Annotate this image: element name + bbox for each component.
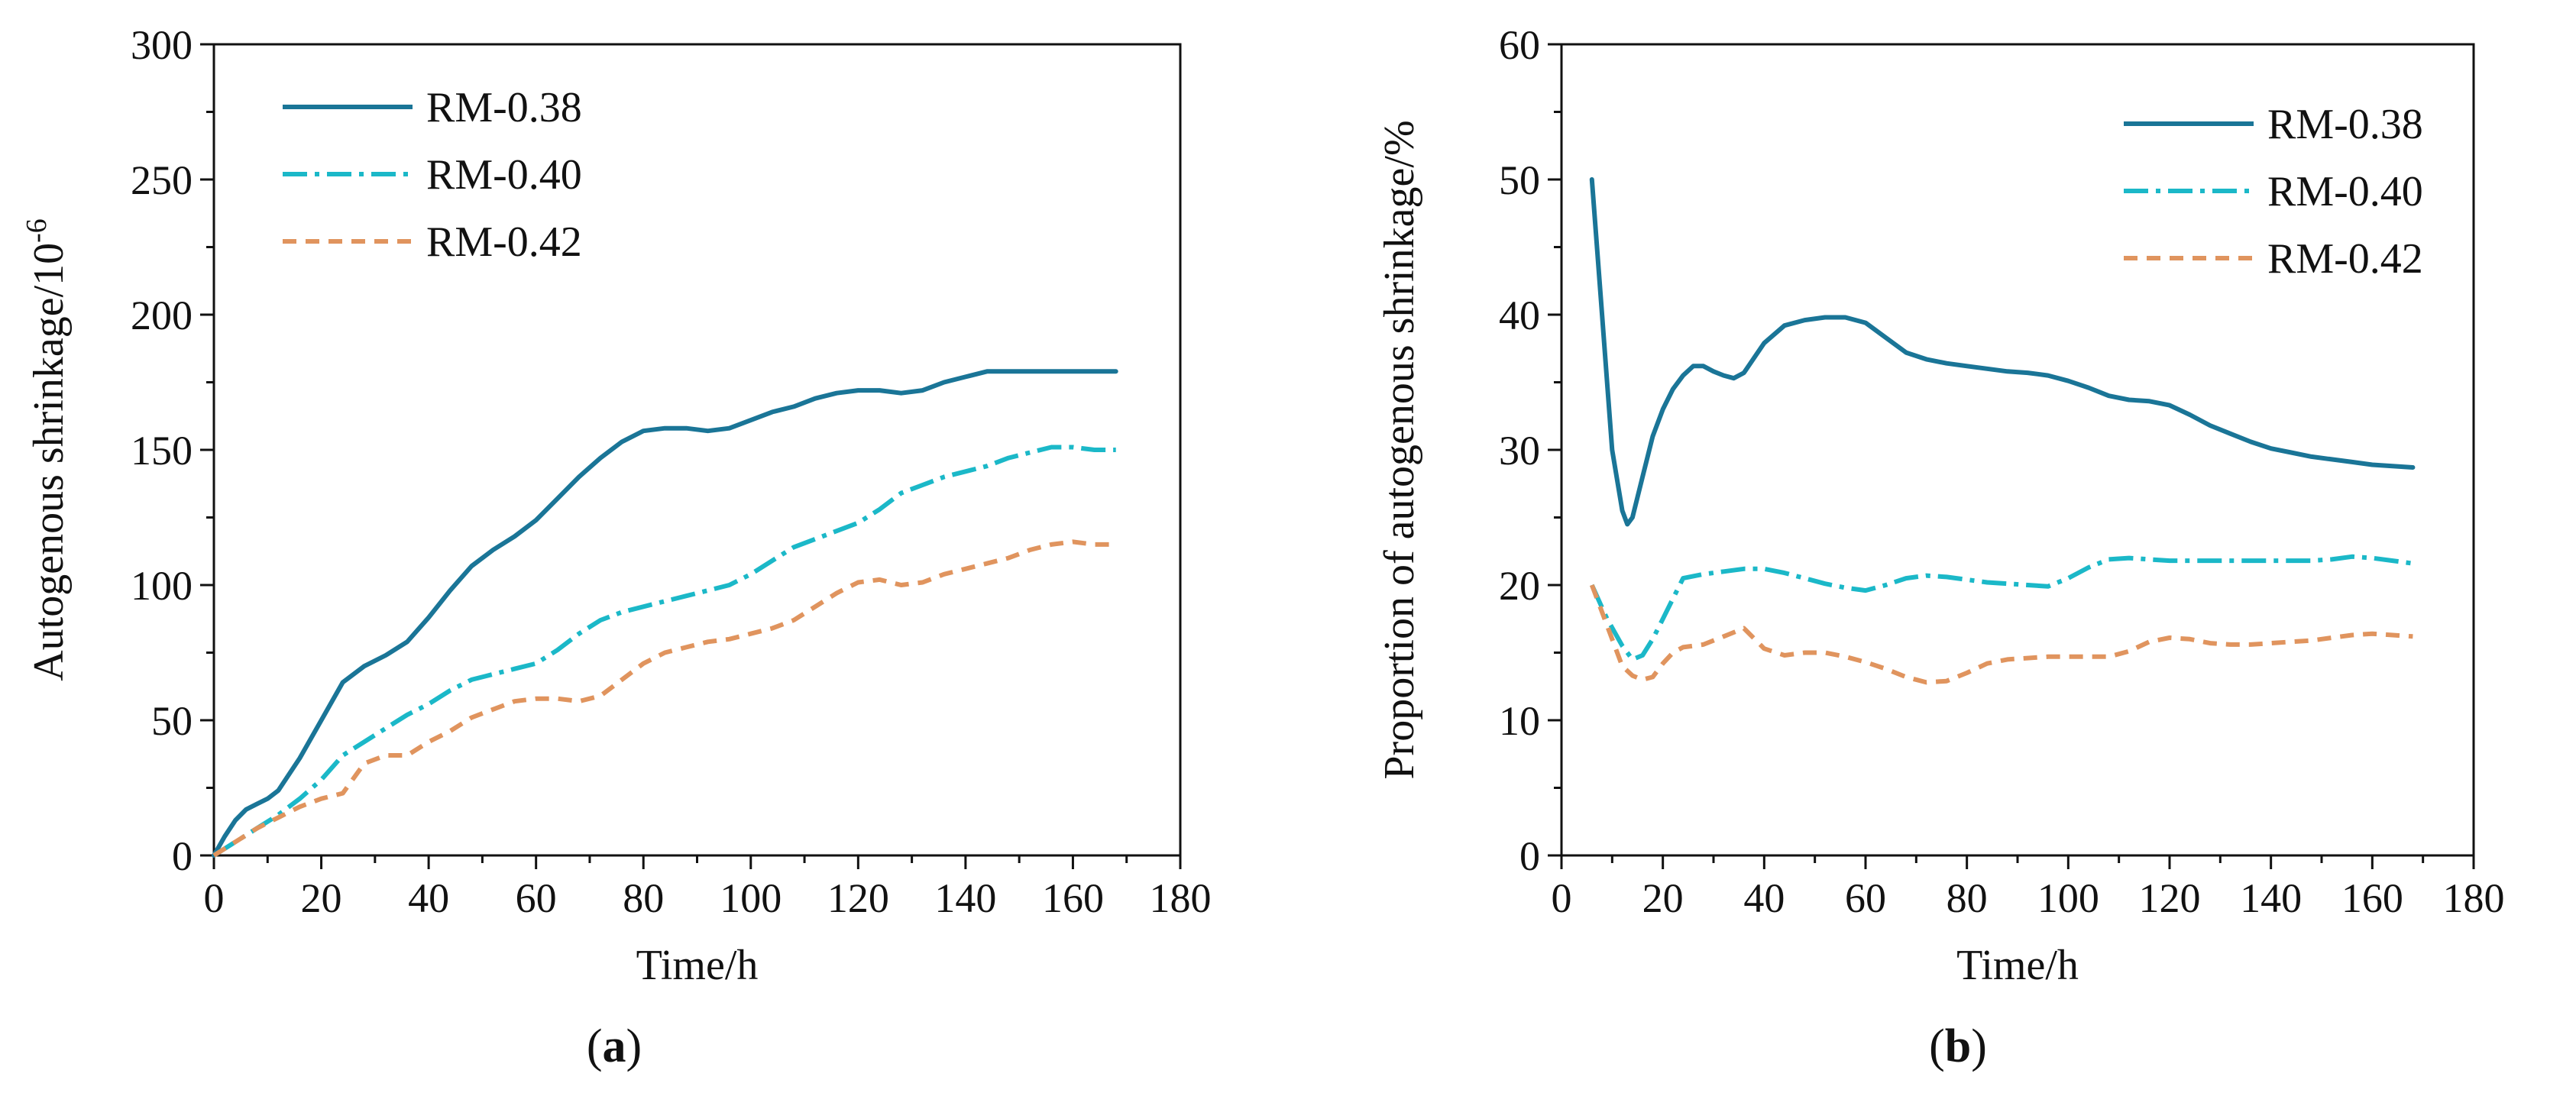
y-tick-label: 20 [1499, 563, 1540, 609]
y-tick-label: 10 [1499, 698, 1540, 744]
panel-a-autogenous-shrinkage-chart: 0 20 40 60 80 100 120 140 160 180 0 50 100 150 200 250 3… [21, 22, 1212, 1072]
legend-label: RM-0.40 [2267, 168, 2423, 215]
y-tick-label: 60 [1499, 22, 1540, 68]
x-tick-label: 20 [1642, 875, 1684, 921]
y-tick-label: 200 [131, 293, 193, 338]
panel-b-proportion-chart: 0 20 40 60 80 100 120 140 160 180 0 10 20 30 40 50 60 Tim… [1376, 22, 2505, 1072]
panel-label-letter: a [603, 1020, 626, 1072]
y-axis-title-group: Autogenous shrinkage/10-6 [21, 218, 73, 681]
y-axis-title-superscript: -6 [21, 218, 53, 243]
legend-label: RM-0.42 [426, 218, 582, 266]
y-tick-label: 100 [131, 563, 193, 609]
x-tick-label: 140 [934, 875, 996, 921]
y-tick-label: 50 [151, 698, 193, 744]
x-tick-label: 100 [2037, 875, 2099, 921]
y-tick-label: 250 [131, 157, 193, 203]
y-tick-label: 0 [172, 833, 193, 879]
panel-label-close-paren: ) [1971, 1020, 1987, 1072]
y-tick-label: 300 [131, 22, 193, 68]
x-tick-label: 40 [408, 875, 449, 921]
plot-frame [1560, 43, 2475, 857]
legend-label: RM-0.38 [2267, 101, 2423, 148]
x-tick-label: 100 [720, 875, 782, 921]
y-tick-label: 50 [1499, 157, 1540, 203]
x-axis-title: Time/h [1956, 942, 2079, 989]
y-tick-label: 150 [131, 428, 193, 474]
x-tick-label: 120 [827, 875, 889, 921]
x-tick-label: 180 [2443, 875, 2505, 921]
x-tick-label: 60 [516, 875, 557, 921]
x-tick-label: 60 [1845, 875, 1886, 921]
x-axis-title: Time/h [636, 942, 759, 989]
series-line-rm-0-42 [1589, 584, 2413, 685]
legend-label: RM-0.42 [2267, 235, 2423, 283]
y-tick-label: 30 [1499, 428, 1540, 474]
series-line-rm-0-38 [1589, 177, 2416, 527]
x-tick-label: 0 [204, 875, 225, 921]
y-axis-title-text: Autogenous shrinkage/10 [25, 243, 73, 681]
y-tick-label: 40 [1499, 293, 1540, 338]
y-axis-title-text: Proportion of autogenous shrinkage/% [1376, 120, 1423, 779]
y-axis-title: Proportion of autogenous shrinkage/% [1376, 120, 1423, 779]
x-tick-label: 160 [1042, 875, 1104, 921]
y-axis-title-group: Proportion of autogenous shrinkage/% [1376, 120, 1423, 779]
legend-label: RM-0.38 [426, 84, 582, 131]
x-tick-label: 20 [301, 875, 342, 921]
x-tick-label: 160 [2341, 875, 2403, 921]
x-tick-label: 0 [1552, 875, 1572, 921]
series-line-rm-0-40 [212, 445, 1116, 858]
panel-label-open-paren: ( [1929, 1020, 1945, 1072]
series-line-rm-0-42 [212, 539, 1116, 858]
x-tick-label: 80 [623, 875, 664, 921]
x-tick-label: 140 [2240, 875, 2302, 921]
panel-label-close-paren: ) [626, 1020, 642, 1072]
x-tick-label: 180 [1150, 875, 1212, 921]
panel-label-open-paren: ( [587, 1020, 603, 1072]
x-tick-label: 120 [2139, 875, 2201, 921]
x-tick-label: 80 [1947, 875, 1988, 921]
series-line-rm-0-38 [212, 369, 1118, 858]
y-axis-title: Autogenous shrinkage/10-6 [21, 218, 73, 681]
panel-label: (a) [587, 1020, 642, 1072]
panel-label: (b) [1929, 1020, 1987, 1072]
panel-label-letter: b [1945, 1020, 1971, 1072]
x-tick-label: 40 [1743, 875, 1785, 921]
legend-label: RM-0.40 [426, 151, 582, 199]
y-tick-label: 0 [1519, 833, 1540, 879]
plot-frame [212, 43, 1182, 857]
series-line-rm-0-40 [1590, 554, 2413, 662]
